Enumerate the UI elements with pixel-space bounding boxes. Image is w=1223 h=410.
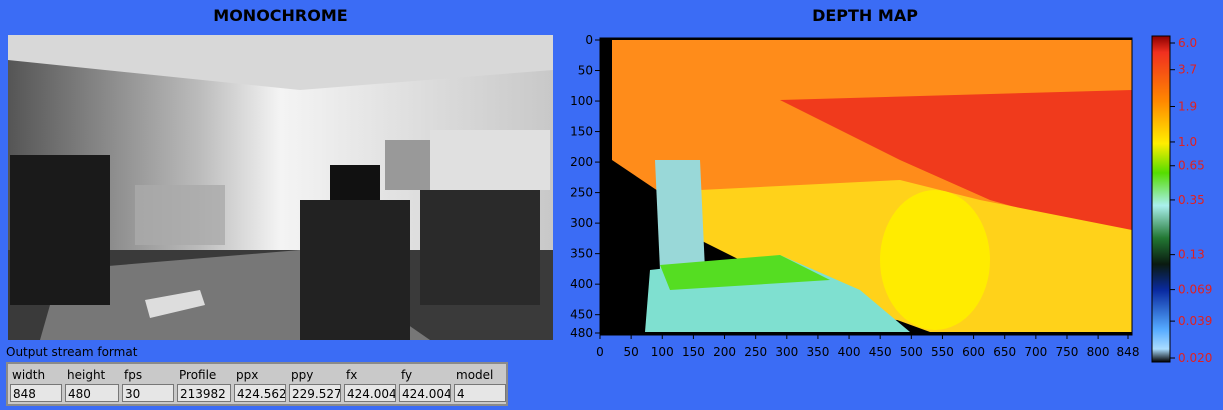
x-tick-label: 400: [838, 345, 861, 359]
y-tick-label: 50: [578, 64, 593, 78]
y-tick-label: 350: [570, 247, 593, 261]
table-column: fy 424.004: [399, 366, 451, 402]
colorbar-tick-label: 0.35: [1178, 193, 1205, 207]
x-tick-label: 750: [1056, 345, 1079, 359]
y-tick-label: 250: [570, 186, 593, 200]
column-value[interactable]: 229.527: [289, 384, 341, 402]
column-value[interactable]: 480: [65, 384, 119, 402]
y-tick-label: 0: [585, 33, 593, 47]
axes: 0 50 100 150 200 250 300 350 400 450 500 550 600 650 7…: [570, 33, 1212, 365]
column-header: ppy: [291, 368, 314, 382]
x-tick-label: 800: [1087, 345, 1110, 359]
x-tick-label: 650: [993, 345, 1016, 359]
colorbar-tick-label: 3.7: [1178, 63, 1197, 77]
x-tick-label: 150: [682, 345, 705, 359]
column-value[interactable]: 424.562: [234, 384, 286, 402]
x-tick-label: 550: [931, 345, 954, 359]
x-tick-label: 450: [869, 345, 892, 359]
table-column: ppy 229.527: [289, 366, 341, 402]
x-tick-label: 100: [651, 345, 674, 359]
x-tick-label: 700: [1024, 345, 1047, 359]
column-value[interactable]: 4: [454, 384, 506, 402]
table-column: fx 424.004: [344, 366, 396, 402]
x-tick-label: 500: [900, 345, 923, 359]
colorbar-tick-label: 0.069: [1178, 283, 1212, 297]
column-header: fps: [124, 368, 143, 382]
column-header: width: [12, 368, 46, 382]
x-tick-label: 300: [775, 345, 798, 359]
column-value[interactable]: 30: [122, 384, 174, 402]
colorbar-tick-label: 0.020: [1178, 351, 1212, 365]
table-column: height 480: [65, 366, 119, 402]
y-tick-label: 100: [570, 94, 593, 108]
table-column: fps 30: [122, 366, 174, 402]
table-column: model 4: [454, 366, 506, 402]
y-tick-label: 480: [570, 326, 593, 340]
depth-image: [600, 38, 1132, 335]
y-tick-label: 150: [570, 125, 593, 139]
colorbar-tick-label: 0.65: [1178, 159, 1205, 173]
colorbar-tick-label: 1.0: [1178, 135, 1197, 149]
column-header: Profile: [179, 368, 217, 382]
table-column: Profile 213982: [177, 366, 231, 402]
table-column: ppx 424.562: [234, 366, 286, 402]
x-tick-label: 0: [596, 345, 604, 359]
column-value[interactable]: 424.004: [399, 384, 451, 402]
y-tick-label: 300: [570, 216, 593, 230]
column-header: model: [456, 368, 494, 382]
colorbar-tick-label: 0.039: [1178, 314, 1212, 328]
colorbar-tick-label: 0.13: [1178, 248, 1205, 262]
colorbar-tick-label: 6.0: [1178, 36, 1197, 50]
colorbar-tick-label: 1.9: [1178, 100, 1197, 114]
x-tick-label: 350: [806, 345, 829, 359]
x-tick-label: 50: [623, 345, 638, 359]
monochrome-image: [8, 35, 553, 340]
y-tick-label: 400: [570, 277, 593, 291]
x-tick-label: 600: [962, 345, 985, 359]
plot-frame: [599, 37, 1133, 336]
column-header: fx: [346, 368, 358, 382]
column-value[interactable]: 848: [10, 384, 62, 402]
stream-format-table: width 848 height 480 fps 30 Profile 213982 ppx 42…: [6, 362, 508, 406]
x-tick-label: 200: [713, 345, 736, 359]
colorbar: [1151, 35, 1171, 363]
column-header: height: [67, 368, 106, 382]
mono-title: MONOCHROME: [213, 6, 348, 25]
column-value[interactable]: 213982: [177, 384, 231, 402]
table-caption: Output stream format: [6, 345, 138, 359]
y-tick-label: 450: [570, 308, 593, 322]
y-tick-label: 200: [570, 155, 593, 169]
x-tick-label: 848: [1117, 345, 1140, 359]
table-column: width 848: [10, 366, 62, 402]
x-tick-label: 250: [744, 345, 767, 359]
column-value[interactable]: 424.004: [344, 384, 396, 402]
column-header: fy: [401, 368, 413, 382]
depth-title: DEPTH MAP: [812, 6, 918, 25]
column-header: ppx: [236, 368, 259, 382]
